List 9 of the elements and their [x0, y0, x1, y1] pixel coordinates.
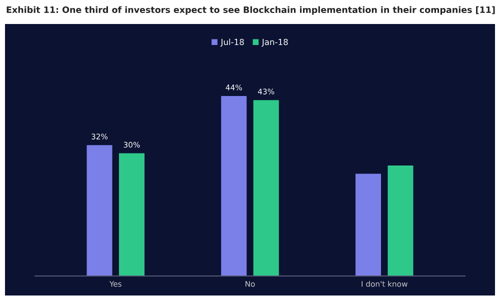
legend-label: Jan-18	[262, 38, 288, 47]
bar	[221, 96, 247, 276]
bar	[86, 145, 112, 276]
chart-title: Exhibit 11: One third of investors expect to see Blockchain implementation in their companies [11]	[6, 6, 495, 15]
bar	[118, 153, 145, 276]
bar	[253, 100, 279, 276]
legend-label: Jul-18	[220, 38, 244, 47]
bar	[388, 166, 414, 276]
bar	[355, 174, 382, 276]
